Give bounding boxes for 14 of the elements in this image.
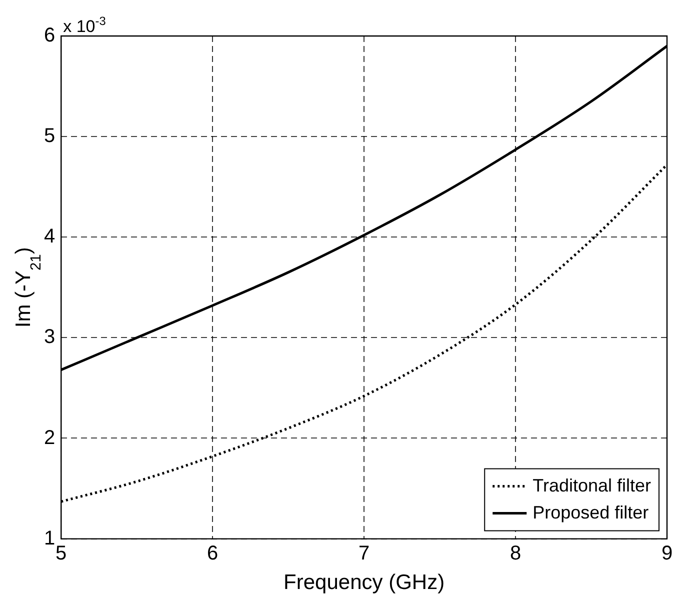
- x-tick-label: 9: [661, 542, 673, 564]
- x-tick-label: 8: [510, 542, 522, 564]
- y-tick-label: 5: [44, 125, 56, 148]
- x-tick-label: 7: [358, 542, 370, 564]
- y-tick-label: 2: [44, 426, 56, 449]
- x-axis-title: Frequency (GHz): [284, 571, 445, 594]
- legend-label: Proposed filter: [532, 502, 649, 522]
- x-tick-label: 6: [207, 542, 218, 564]
- y-tick-label: 3: [44, 326, 56, 348]
- y-tick-label: 1: [44, 527, 56, 550]
- y-tick-label: 6: [44, 24, 56, 47]
- y-axis-title: Im (-Y21): [12, 247, 44, 328]
- legend-label: Traditonal filter: [532, 475, 652, 496]
- y-tick-label: 4: [44, 226, 56, 248]
